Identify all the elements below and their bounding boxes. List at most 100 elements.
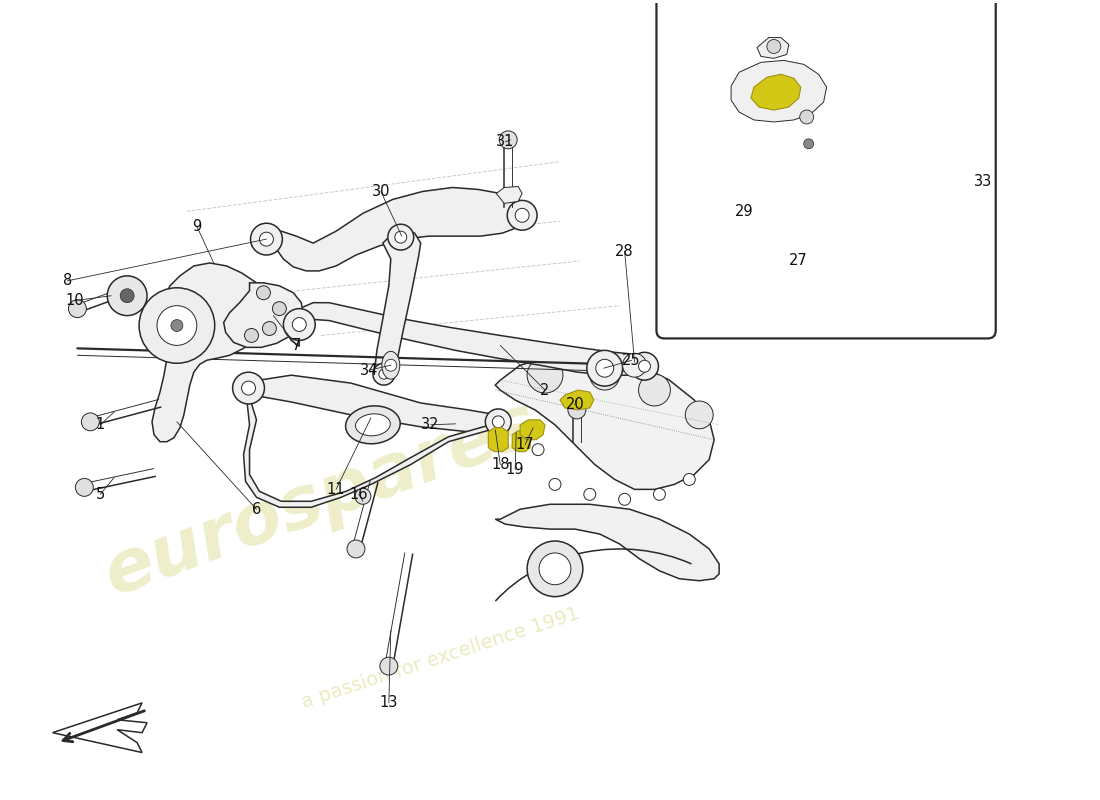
Circle shape — [242, 381, 255, 395]
Circle shape — [170, 319, 183, 331]
Polygon shape — [488, 428, 508, 452]
Circle shape — [244, 329, 258, 342]
Text: eurospares: eurospares — [95, 389, 548, 610]
Polygon shape — [560, 390, 594, 410]
Text: 16: 16 — [350, 487, 368, 502]
Circle shape — [76, 478, 94, 496]
Polygon shape — [152, 263, 270, 442]
Polygon shape — [751, 74, 801, 110]
Circle shape — [251, 223, 283, 255]
Circle shape — [273, 302, 286, 315]
Circle shape — [596, 359, 614, 377]
Ellipse shape — [382, 351, 399, 379]
Circle shape — [527, 541, 583, 597]
Circle shape — [379, 658, 398, 675]
Text: 30: 30 — [372, 184, 390, 199]
Circle shape — [623, 354, 647, 377]
Circle shape — [293, 318, 306, 331]
Text: 28: 28 — [615, 243, 634, 258]
Text: 5: 5 — [96, 487, 104, 502]
Polygon shape — [520, 420, 544, 440]
Circle shape — [81, 413, 99, 430]
Circle shape — [586, 350, 623, 386]
Text: a passion for excellence 1991: a passion for excellence 1991 — [299, 604, 582, 712]
Circle shape — [549, 478, 561, 490]
Circle shape — [139, 288, 214, 363]
Circle shape — [590, 360, 619, 390]
Text: 33: 33 — [974, 174, 992, 189]
Text: 20: 20 — [565, 398, 584, 413]
Circle shape — [630, 352, 659, 380]
Polygon shape — [495, 504, 719, 581]
Text: 13: 13 — [379, 695, 398, 710]
Circle shape — [532, 444, 544, 456]
Circle shape — [804, 139, 814, 149]
Polygon shape — [53, 703, 147, 753]
Circle shape — [515, 208, 529, 222]
Text: 18: 18 — [491, 457, 509, 472]
Circle shape — [584, 488, 596, 500]
Circle shape — [388, 224, 414, 250]
Circle shape — [685, 401, 713, 429]
Polygon shape — [252, 187, 532, 271]
Circle shape — [260, 232, 274, 246]
Circle shape — [355, 488, 371, 504]
Text: 1: 1 — [96, 418, 104, 432]
Circle shape — [800, 110, 814, 124]
Polygon shape — [495, 355, 714, 490]
Circle shape — [120, 289, 134, 302]
Circle shape — [232, 372, 264, 404]
Polygon shape — [375, 229, 420, 380]
Polygon shape — [246, 375, 498, 432]
Text: 17: 17 — [516, 437, 535, 452]
Polygon shape — [513, 430, 530, 452]
Circle shape — [507, 200, 537, 230]
Circle shape — [568, 401, 586, 419]
Circle shape — [493, 416, 504, 428]
Circle shape — [539, 553, 571, 585]
Text: 25: 25 — [623, 353, 641, 368]
Text: 6: 6 — [252, 502, 261, 517]
Polygon shape — [223, 283, 304, 347]
Text: 11: 11 — [327, 482, 345, 497]
Text: 29: 29 — [735, 204, 754, 219]
Polygon shape — [732, 60, 826, 122]
Circle shape — [157, 306, 197, 346]
Text: 19: 19 — [506, 462, 525, 477]
Circle shape — [373, 363, 395, 385]
Text: 8: 8 — [63, 274, 73, 288]
Circle shape — [107, 276, 147, 315]
Text: 31: 31 — [496, 134, 515, 150]
Circle shape — [527, 358, 563, 393]
Polygon shape — [757, 38, 789, 58]
Circle shape — [256, 286, 271, 300]
Text: 7: 7 — [292, 338, 301, 353]
Circle shape — [346, 540, 365, 558]
Polygon shape — [496, 186, 522, 203]
Polygon shape — [243, 394, 498, 507]
Circle shape — [284, 309, 316, 341]
Circle shape — [653, 488, 666, 500]
Circle shape — [767, 39, 781, 54]
Text: 34: 34 — [360, 362, 378, 378]
Circle shape — [683, 474, 695, 486]
Circle shape — [639, 374, 670, 406]
Circle shape — [639, 360, 650, 372]
Circle shape — [499, 131, 517, 149]
Ellipse shape — [345, 406, 400, 444]
Text: 27: 27 — [790, 254, 808, 269]
Polygon shape — [286, 302, 649, 375]
Circle shape — [68, 300, 87, 318]
Text: 32: 32 — [421, 418, 440, 432]
FancyBboxPatch shape — [657, 0, 996, 338]
Circle shape — [395, 231, 407, 243]
Text: 9: 9 — [192, 218, 201, 234]
Text: 2: 2 — [540, 382, 550, 398]
Circle shape — [485, 409, 512, 434]
Circle shape — [263, 322, 276, 335]
Circle shape — [618, 494, 630, 506]
Ellipse shape — [355, 414, 390, 436]
Circle shape — [385, 359, 397, 371]
Circle shape — [378, 370, 388, 379]
Text: 10: 10 — [65, 293, 84, 308]
